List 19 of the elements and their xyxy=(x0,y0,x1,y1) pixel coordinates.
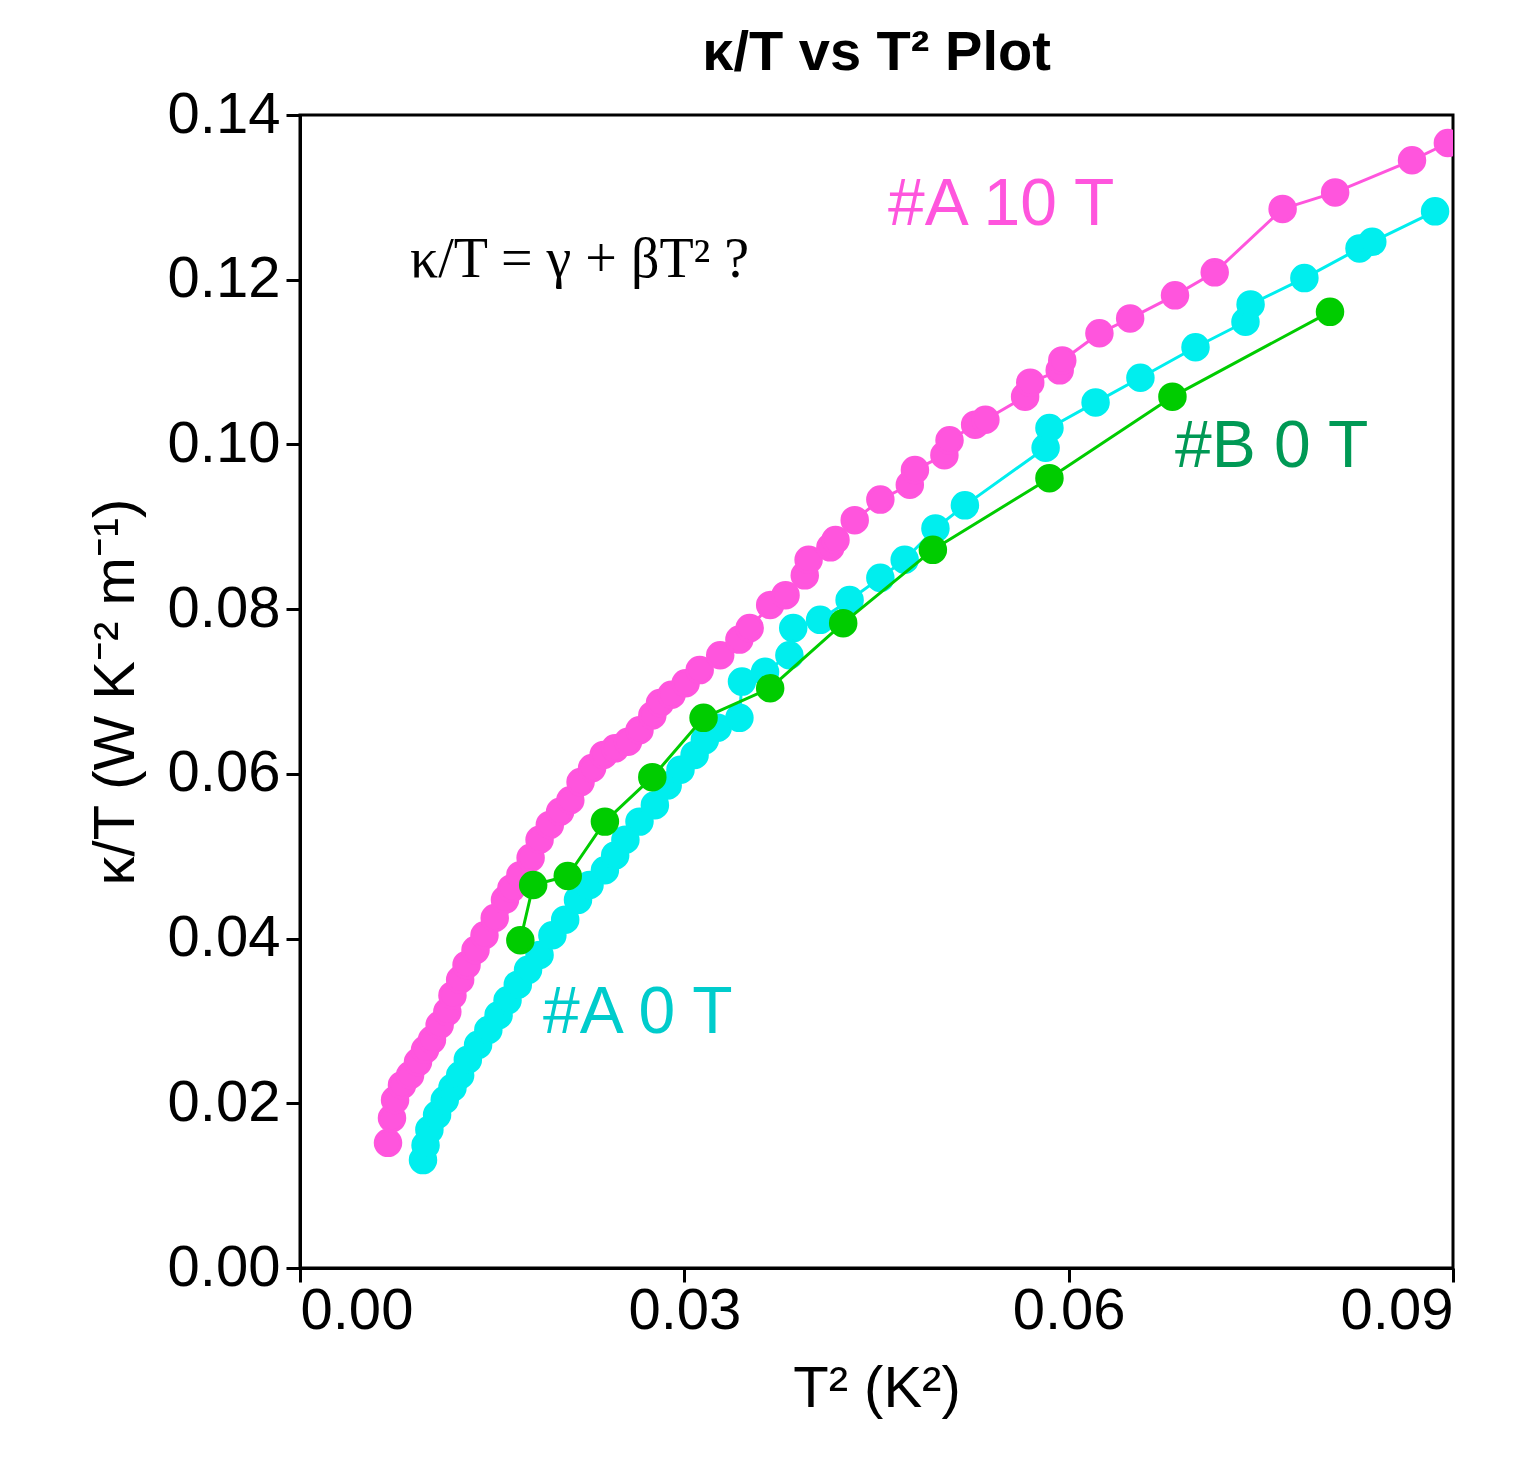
annotation: κ/T = γ + βT² ? xyxy=(410,227,750,289)
x-tick-label: 0.03 xyxy=(628,1275,742,1341)
y-tick-label: 0.12 xyxy=(167,244,281,310)
y-tick-label: 0.10 xyxy=(167,408,281,474)
x-tick-label: 0.06 xyxy=(1012,1275,1126,1341)
x-tick-label: 0.00 xyxy=(300,1275,414,1341)
y-tick-label: 0.00 xyxy=(167,1232,281,1298)
x-axis-title: T² (K²) xyxy=(793,1353,961,1419)
series-label: #A 10 T xyxy=(888,165,1115,239)
y-tick-label: 0.14 xyxy=(167,79,281,145)
series-label: #B 0 T xyxy=(1175,407,1369,481)
y-tick-label: 0.08 xyxy=(167,573,281,639)
y-tick-label: 0.04 xyxy=(167,903,281,969)
series-label: #A 0 T xyxy=(543,973,733,1047)
chart-title: κ/T vs T² Plot xyxy=(702,19,1051,82)
y-tick-label: 0.06 xyxy=(167,738,281,804)
x-tick-label: 0.09 xyxy=(1340,1275,1454,1341)
y-tick-label: 0.02 xyxy=(167,1067,281,1133)
y-axis-title: κ/T (W K⁻² m⁻¹) xyxy=(80,498,146,886)
